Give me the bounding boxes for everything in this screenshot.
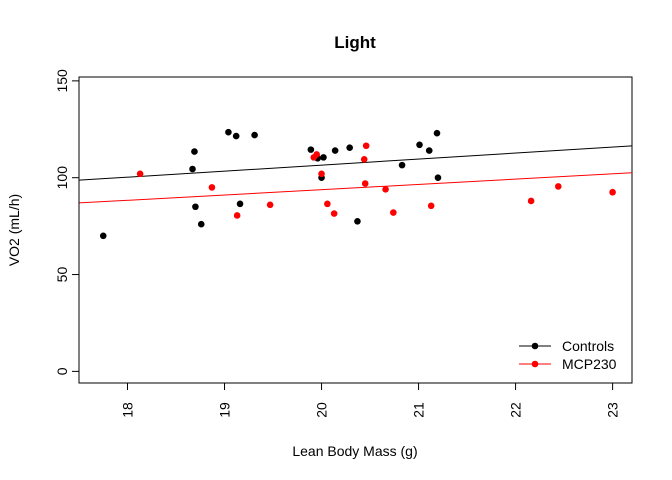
point-series-2 <box>318 170 325 178</box>
point-series-2 <box>361 180 369 187</box>
point-series-2 <box>427 202 435 210</box>
point-series-2 <box>266 201 274 209</box>
chart-title: Light <box>334 33 376 52</box>
point-series-1 <box>191 148 198 155</box>
point-series-1 <box>346 144 353 151</box>
x-tick-label: 20 <box>314 402 330 418</box>
point-series-1 <box>192 203 199 211</box>
point-series-1 <box>320 154 327 161</box>
fit-lines <box>79 145 632 204</box>
point-series-2 <box>527 197 535 205</box>
point-series-1 <box>416 141 423 149</box>
point-series-2 <box>609 188 616 196</box>
point-series-1 <box>398 161 406 169</box>
point-series-2 <box>382 186 389 193</box>
fit-line-2 <box>79 172 632 204</box>
x-tick-label: 22 <box>508 402 524 418</box>
y-tick-label: 0 <box>54 367 70 375</box>
x-axis-label: Lean Body Mass (g) <box>292 443 417 459</box>
y-axis-label: VO2 (mL/h) <box>6 194 22 266</box>
x-tick-label: 19 <box>217 402 233 418</box>
legend-marker-2 <box>531 360 539 368</box>
point-series-1 <box>189 165 196 173</box>
y-tick-label: 100 <box>54 166 70 190</box>
legend-label-2: MCP230 <box>562 356 617 372</box>
y-tick-label: 50 <box>54 267 70 283</box>
point-series-2 <box>360 156 368 163</box>
legend-marker-1 <box>531 342 539 350</box>
point-series-1 <box>331 147 339 154</box>
point-series-1 <box>232 132 240 140</box>
legend: Controls MCP230 <box>519 338 617 372</box>
point-series-1 <box>236 200 244 208</box>
point-series-2 <box>362 142 370 150</box>
point-series-1 <box>225 128 232 136</box>
fit-line-1 <box>79 145 632 181</box>
point-series-1 <box>99 232 107 240</box>
y-tick-label: 150 <box>54 69 70 93</box>
point-series-2 <box>313 151 320 158</box>
plot-frame <box>78 76 633 384</box>
point-series-2 <box>554 183 562 190</box>
point-series-1 <box>307 146 315 153</box>
x-tick-label: 21 <box>411 402 427 418</box>
point-series-2 <box>208 184 216 191</box>
point-series-2 <box>136 170 144 178</box>
legend-label-1: Controls <box>562 338 614 354</box>
x-tick-label: 18 <box>120 402 136 418</box>
x-tick-label: 23 <box>605 402 621 418</box>
point-series-2 <box>330 210 338 217</box>
point-series-1 <box>251 131 258 139</box>
point-series-1 <box>433 129 441 137</box>
point-series-1 <box>197 220 205 228</box>
point-series-2 <box>233 212 241 219</box>
point-series-1 <box>434 174 442 182</box>
x-axis: 18 19 20 21 22 23 <box>120 382 621 418</box>
point-series-1 <box>354 217 361 225</box>
y-axis: 0 50 100 150 <box>54 69 80 375</box>
point-series-2 <box>324 200 331 208</box>
point-series-2 <box>390 209 397 216</box>
data-points <box>99 128 616 240</box>
point-series-1 <box>425 147 433 154</box>
